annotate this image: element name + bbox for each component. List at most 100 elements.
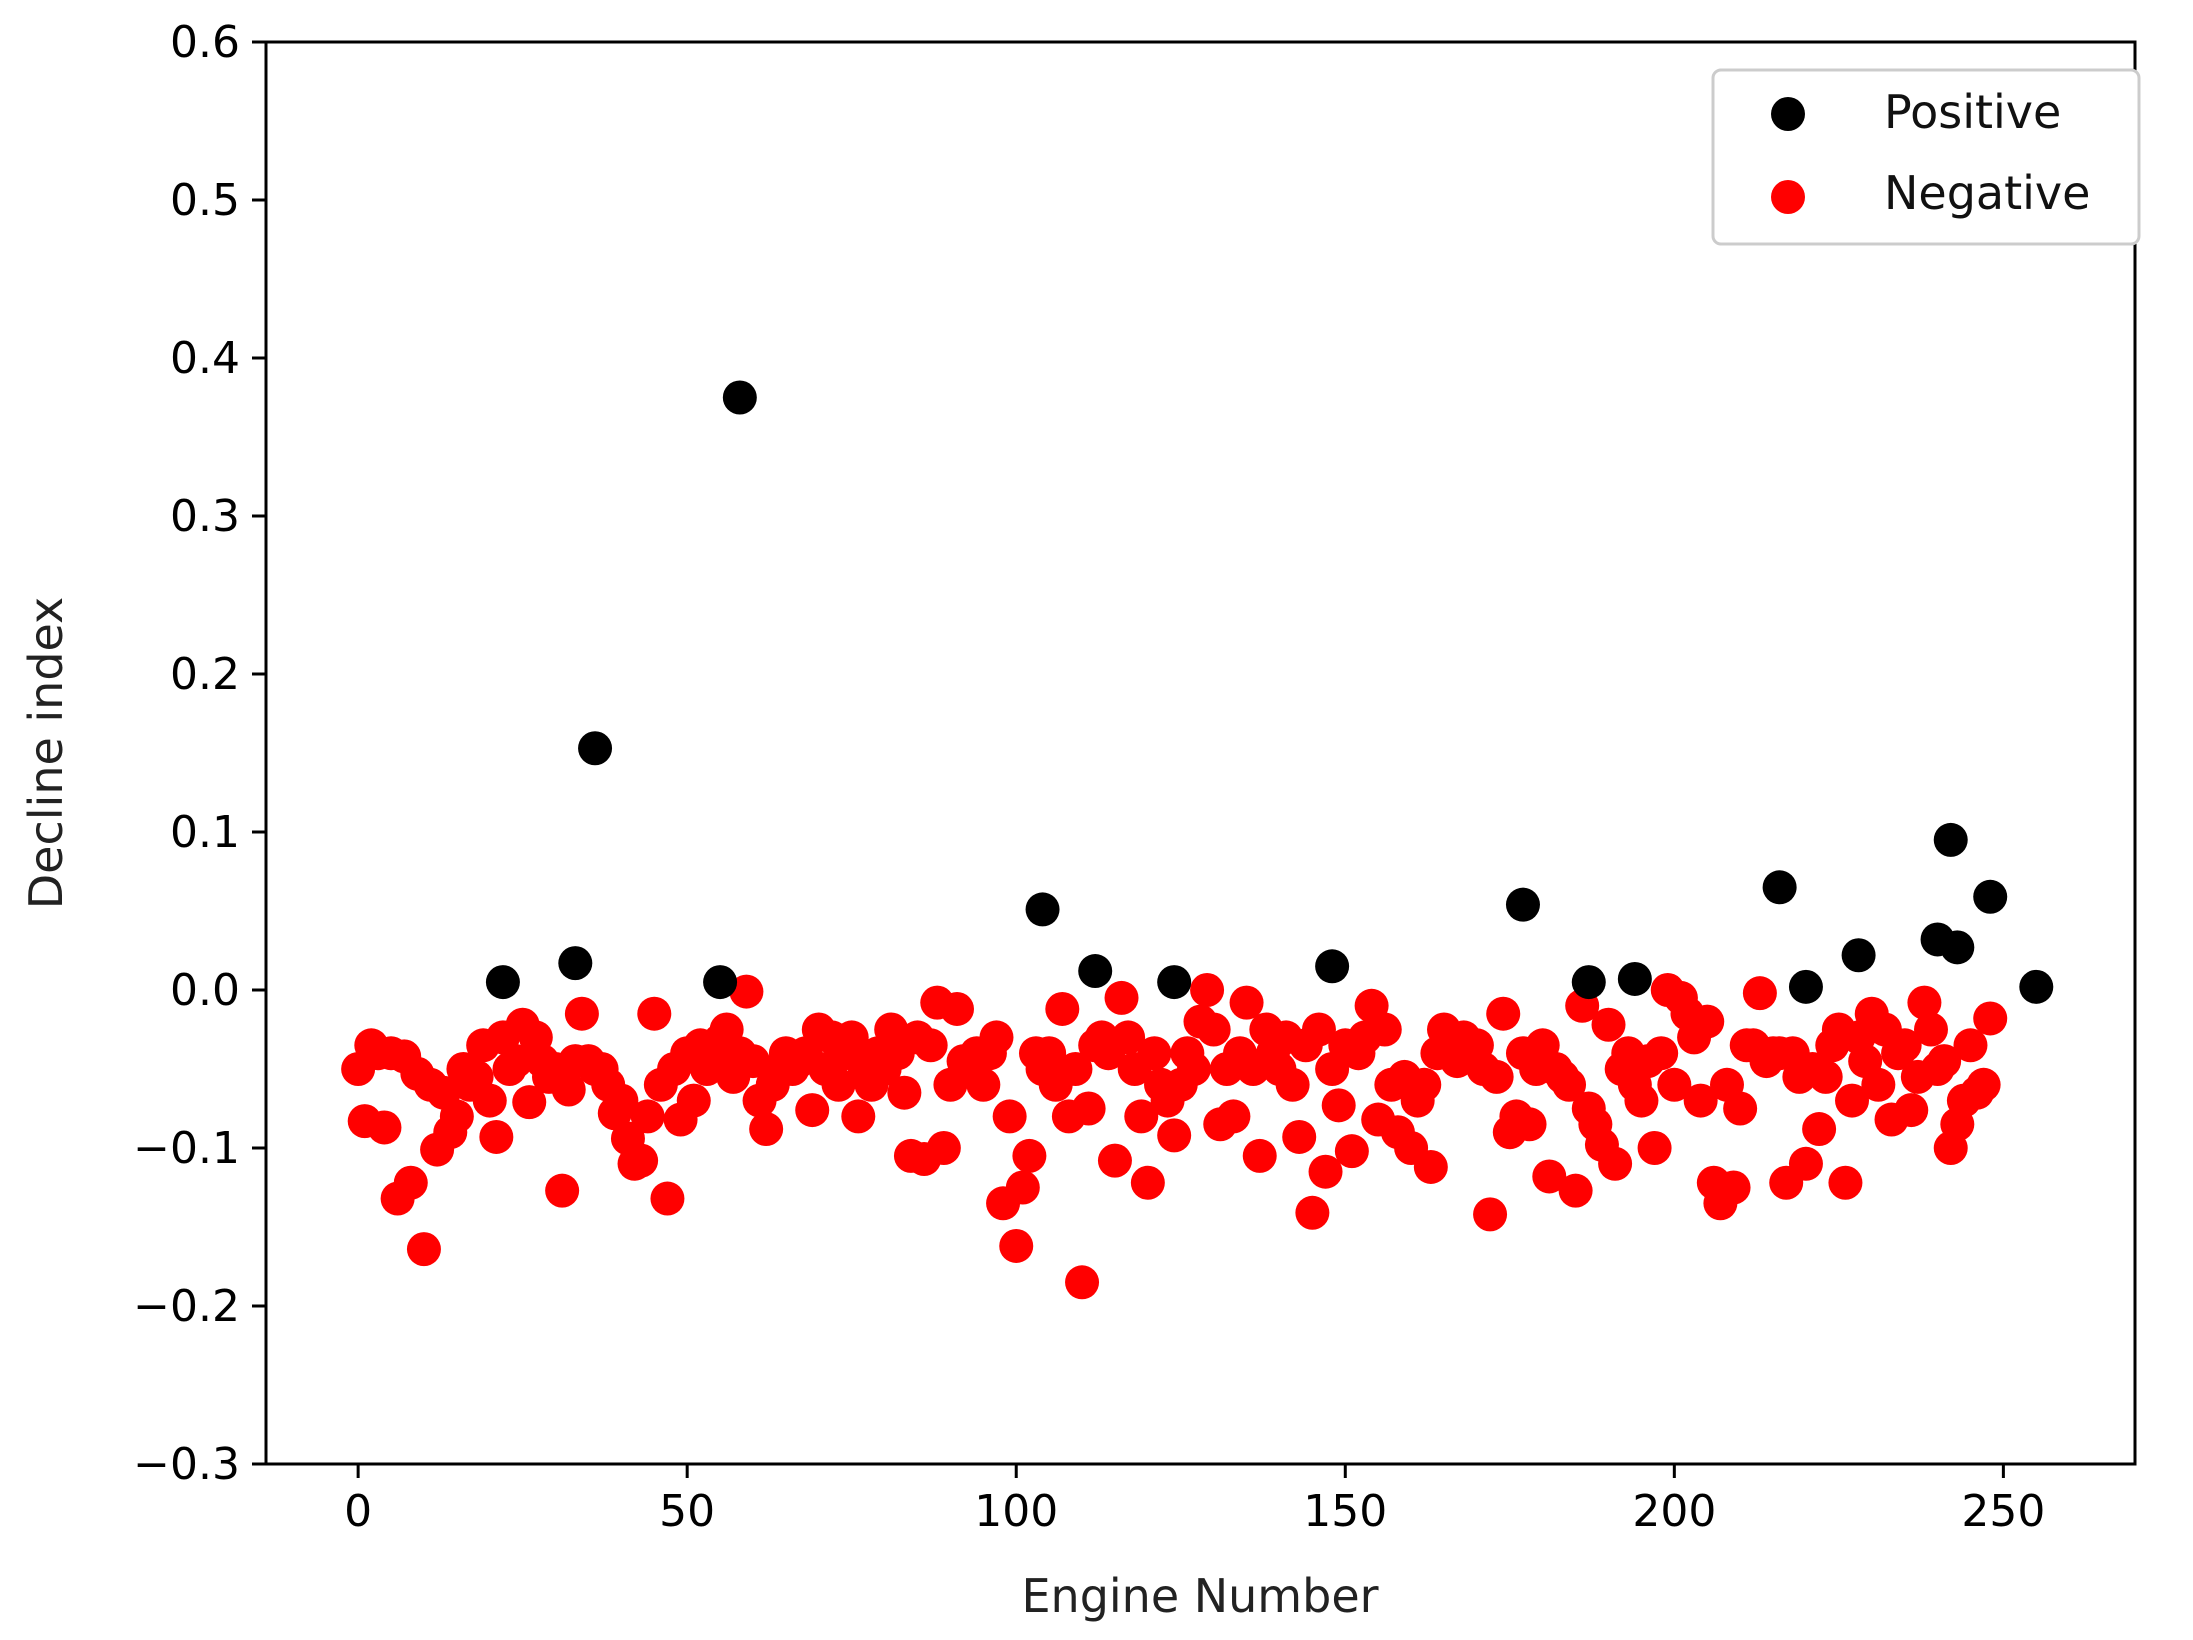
data-point-negative bbox=[1130, 1165, 1165, 1200]
data-point-negative bbox=[1894, 1093, 1929, 1128]
legend-marker-positive bbox=[1771, 97, 1805, 131]
data-point-negative bbox=[1242, 1138, 1277, 1173]
data-point-negative bbox=[992, 1099, 1027, 1134]
data-point-positive bbox=[1788, 969, 1823, 1004]
data-point-negative bbox=[999, 1228, 1034, 1263]
data-point-positive bbox=[2019, 969, 2054, 1004]
data-point-negative bbox=[821, 1067, 856, 1102]
y-tick-label: −0.1 bbox=[133, 1123, 240, 1174]
data-point-negative bbox=[1907, 985, 1942, 1020]
data-points bbox=[341, 380, 2054, 1300]
data-point-negative bbox=[1486, 996, 1521, 1031]
data-point-negative bbox=[1913, 1012, 1948, 1047]
data-point-negative bbox=[479, 1119, 514, 1154]
data-point-positive bbox=[1933, 822, 1968, 857]
data-point-negative bbox=[1683, 1083, 1718, 1118]
data-point-negative bbox=[1742, 976, 1777, 1011]
data-point-negative bbox=[1835, 1083, 1870, 1118]
data-point-negative bbox=[1716, 1170, 1751, 1205]
legend-box bbox=[1711, 68, 2141, 246]
y-tick-label: −0.3 bbox=[133, 1439, 240, 1490]
data-point-negative bbox=[1196, 1012, 1231, 1047]
data-point-negative bbox=[1097, 1143, 1132, 1178]
data-point-positive bbox=[703, 965, 738, 1000]
data-point-positive bbox=[722, 380, 757, 415]
data-point-negative bbox=[367, 1110, 402, 1145]
data-point-negative bbox=[545, 1173, 580, 1208]
x-axis-label: Engine Number bbox=[1021, 1569, 1378, 1623]
data-point-negative bbox=[1071, 1091, 1106, 1126]
data-point-negative bbox=[1216, 1099, 1251, 1134]
data-point-negative bbox=[1598, 1146, 1633, 1181]
data-point-negative bbox=[1032, 1036, 1067, 1071]
data-point-negative bbox=[834, 1020, 869, 1055]
data-point-negative bbox=[1512, 1107, 1547, 1142]
y-tick-label: 0.6 bbox=[170, 17, 240, 68]
data-point-negative bbox=[1137, 1036, 1172, 1071]
data-point-negative bbox=[1690, 1004, 1725, 1039]
data-point-negative bbox=[1808, 1059, 1843, 1094]
x-tick-label: 200 bbox=[1632, 1486, 1716, 1537]
data-point-negative bbox=[1788, 1146, 1823, 1181]
data-point-negative bbox=[1124, 1099, 1159, 1134]
data-point-negative bbox=[551, 1072, 586, 1107]
data-point-negative bbox=[795, 1093, 830, 1128]
data-point-negative bbox=[1282, 1119, 1317, 1154]
data-point-negative bbox=[1828, 1165, 1863, 1200]
data-point-negative bbox=[439, 1099, 474, 1134]
data-point-negative bbox=[979, 1020, 1014, 1055]
data-point-negative bbox=[926, 1131, 961, 1165]
data-point-negative bbox=[406, 1232, 441, 1267]
data-point-negative bbox=[472, 1083, 507, 1118]
data-point-negative bbox=[1532, 1159, 1567, 1194]
data-point-negative bbox=[749, 1112, 784, 1147]
data-point-positive bbox=[485, 965, 520, 1000]
data-point-negative bbox=[1644, 1036, 1679, 1071]
data-point-negative bbox=[1953, 1028, 1988, 1063]
data-point-negative bbox=[1927, 1044, 1962, 1079]
data-point-positive bbox=[1078, 954, 1113, 989]
data-point-positive bbox=[578, 731, 613, 766]
y-axis-label: Decline index bbox=[19, 597, 73, 910]
data-point-negative bbox=[630, 1099, 665, 1134]
data-point-negative bbox=[913, 1028, 948, 1063]
data-point-positive bbox=[1315, 949, 1350, 984]
data-point-negative bbox=[1367, 1012, 1402, 1047]
y-tick-label: 0.0 bbox=[170, 965, 240, 1016]
data-point-negative bbox=[1301, 1012, 1336, 1047]
data-point-negative bbox=[676, 1083, 711, 1118]
data-point-negative bbox=[966, 1067, 1001, 1102]
data-point-negative bbox=[1479, 1059, 1514, 1094]
legend-marker-negative bbox=[1771, 180, 1805, 214]
data-point-negative bbox=[1591, 1007, 1626, 1042]
data-point-positive bbox=[1025, 892, 1060, 927]
x-tick-label: 0 bbox=[344, 1486, 372, 1537]
y-tick-label: −0.2 bbox=[133, 1281, 240, 1332]
data-point-negative bbox=[499, 1044, 534, 1079]
legend-label-negative: Negative bbox=[1884, 166, 2090, 220]
legend: Positive Negative bbox=[1711, 68, 2141, 246]
data-point-negative bbox=[1104, 980, 1139, 1015]
y-tick-label: 0.2 bbox=[170, 649, 240, 700]
data-point-positive bbox=[1571, 965, 1606, 1000]
data-point-negative bbox=[1308, 1154, 1343, 1189]
data-point-negative bbox=[650, 1181, 685, 1216]
plot-area bbox=[264, 40, 2137, 1466]
data-point-negative bbox=[1413, 1149, 1448, 1184]
data-point-negative bbox=[1802, 1112, 1837, 1147]
legend-label-positive: Positive bbox=[1884, 85, 2061, 139]
data-point-positive bbox=[558, 946, 593, 981]
data-point-negative bbox=[1045, 991, 1080, 1026]
data-point-positive bbox=[1841, 938, 1876, 973]
data-point-positive bbox=[1505, 887, 1540, 922]
data-point-negative bbox=[1552, 1067, 1587, 1102]
data-point-negative bbox=[1321, 1088, 1356, 1123]
data-point-positive bbox=[1762, 870, 1797, 905]
data-point-negative bbox=[1065, 1265, 1100, 1300]
data-point-negative bbox=[1407, 1067, 1442, 1102]
data-point-negative bbox=[1229, 985, 1264, 1020]
y-tick-label: 0.3 bbox=[170, 491, 240, 542]
data-point-positive bbox=[1940, 930, 1975, 965]
x-tick-label: 150 bbox=[1303, 1486, 1387, 1537]
data-point-negative bbox=[735, 1044, 770, 1079]
